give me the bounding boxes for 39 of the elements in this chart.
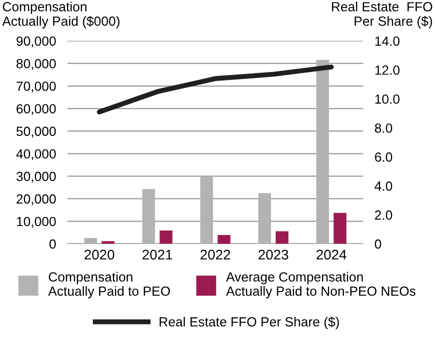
- bar: [160, 230, 172, 244]
- y2-tick-label: 6.0: [375, 152, 392, 162]
- y2-tick-label: 4.0: [374, 181, 392, 191]
- y-tick-label: 40,000: [16, 149, 56, 160]
- legend-label: Real Estate FFO Per Share ($): [160, 316, 339, 330]
- legend-label: Compensation Actually Paid to PEO: [48, 272, 170, 298]
- y-tick-label: 30,000: [16, 172, 56, 183]
- y2-tick-label: 0: [374, 239, 382, 249]
- bar: [258, 193, 272, 244]
- y-tick-label: 20,000: [16, 194, 56, 206]
- bar: [334, 212, 346, 244]
- y-tick-label: 50,000: [16, 126, 56, 138]
- y-tick-label: 60,000: [16, 104, 56, 116]
- x-tick-label: 2024: [316, 250, 346, 260]
- y2-tick-label: 2.0: [375, 210, 392, 220]
- y2-tick-label: 14.0: [375, 36, 400, 46]
- y2-tick-label: 8.0: [374, 123, 392, 133]
- y-tick-label: 70,000: [16, 82, 56, 92]
- bar: [276, 231, 288, 244]
- bar: [102, 241, 114, 244]
- bar: [316, 60, 330, 244]
- x-tick-label: 2023: [258, 250, 288, 260]
- x-tick-label: 2020: [84, 250, 114, 260]
- y-axis-title: Compensation Actually Paid ($000): [2, 2, 120, 28]
- x-tick-label: 2022: [200, 250, 230, 260]
- y-tick-label: 90,000: [16, 36, 56, 48]
- legend-label: Average Compensation Actually Paid to Non-PEO NEOs: [226, 272, 416, 298]
- x-tick-label: 2021: [142, 250, 172, 260]
- line-series: [96, 64, 334, 114]
- bar: [84, 238, 98, 244]
- y-tick-label: 80,000: [16, 59, 56, 70]
- y2-tick-label: 12.0: [375, 65, 400, 75]
- bar: [142, 189, 156, 244]
- bar: [200, 176, 214, 244]
- bar: [218, 235, 230, 244]
- y2-axis-title: Real Estate FFO Per Share ($): [332, 2, 432, 28]
- y2-tick-label: 10.0: [375, 94, 400, 104]
- y-tick-label: 0: [49, 239, 56, 249]
- y-tick-label: 10,000: [16, 216, 56, 228]
